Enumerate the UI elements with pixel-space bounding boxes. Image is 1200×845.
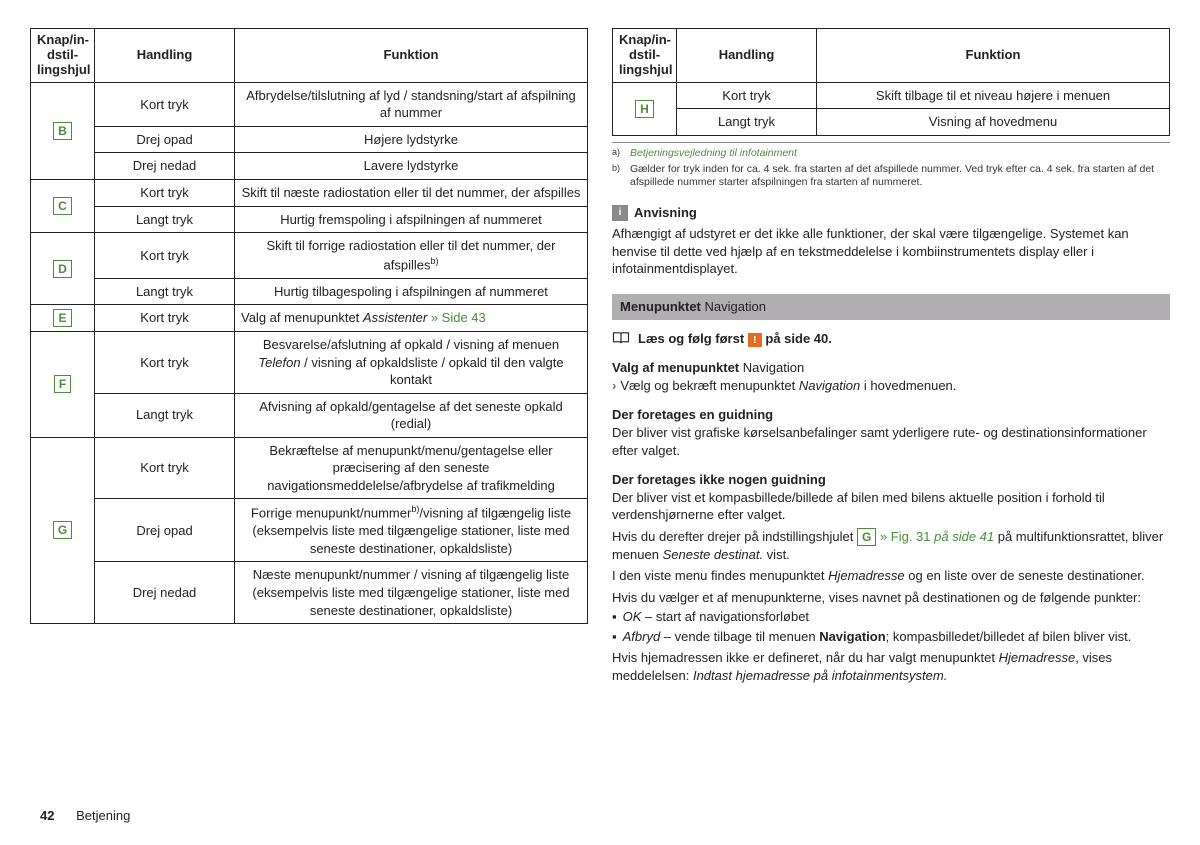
controls-table-left: Knap/in­dstil­lingshjul Handling Funktio… — [30, 28, 588, 624]
choose-para: Hvis du vælger et af menupunkterne, vise… — [612, 589, 1170, 607]
th-function: Funktion — [235, 29, 588, 83]
info-heading: i Anvisning — [612, 204, 1170, 222]
th-key: Knap/in­dstil­lingshjul — [31, 29, 95, 83]
menu-list-para: I den viste menu findes menupunktet Hjem… — [612, 567, 1170, 585]
key-c: C — [53, 197, 72, 215]
read-first: Læs og følg først ! på side 40. — [612, 330, 1170, 348]
home-address-para: Hvis hjemadressen ikke er defineret, når… — [612, 649, 1170, 684]
key-f: F — [54, 375, 71, 393]
arrow-icon: › — [612, 378, 616, 393]
info-icon: i — [612, 205, 628, 221]
list-item: Afbryd – vende tilbage til menuen Naviga… — [612, 628, 1170, 646]
cell-function: Valg af menupunktet Assistenter » Side 4… — [235, 305, 588, 332]
guid-no-body: Der bliver vist et kompasbillede/billede… — [612, 489, 1170, 524]
multi-wheel-para: Hvis du derefter drejer på indstillingsh… — [612, 528, 1170, 564]
guid-yes-body: Der bliver vist grafiske kørselsanbefali… — [612, 424, 1170, 459]
key-d: D — [53, 260, 72, 278]
page-section-label: Betjening — [76, 808, 130, 823]
key-g: G — [53, 521, 72, 539]
warning-icon: ! — [748, 333, 762, 347]
cell-function: Besvarelse/afslutning af opkald / visnin… — [235, 332, 588, 394]
key-e: E — [53, 309, 71, 327]
subhead-guid-yes: Der foretages en guidning — [612, 406, 1170, 424]
footnote-b: Gælder for tryk inden for ca. 4 sek. fra… — [630, 163, 1170, 190]
key-h: H — [635, 100, 654, 118]
th-action: Handling — [95, 29, 235, 83]
book-icon — [612, 331, 630, 345]
cell-function: Skift til forrige radiostation eller til… — [235, 233, 588, 278]
options-list: OK – start af navigationsforløbet Afbryd… — [612, 608, 1170, 645]
section-bar-navigation: Menupunktet Navigation — [612, 294, 1170, 320]
footnote-a: Betjeningsvejledning til infotainment — [630, 147, 797, 161]
valg-body: ›Vælg og bekræft menupunktet Navigation … — [612, 377, 1170, 395]
subhead-guid-no: Der foretages ikke nogen guidning — [612, 471, 1170, 489]
cell-function: Afbrydelse/tilslutning af lyd / standsni… — [235, 82, 588, 126]
info-body: Afhængigt af udstyret er det ikke alle f… — [612, 225, 1170, 278]
key-g-inline: G — [857, 528, 876, 546]
left-column: Knap/in­dstil­lingshjul Handling Funktio… — [30, 28, 588, 685]
controls-table-right: Knap/in­dstil­lingshjul Handling Funktio… — [612, 28, 1170, 136]
page-footer: 42 Betjening — [40, 808, 130, 823]
cell-function: Forrige menupunkt/nummerb)/visning af ti… — [235, 499, 588, 562]
page-number: 42 — [40, 808, 54, 823]
key-b: B — [53, 122, 72, 140]
right-column: Knap/in­dstil­lingshjul Handling Funktio… — [612, 28, 1170, 685]
footnotes: a)Betjeningsvejledning til infotainment … — [612, 142, 1170, 190]
cell-action: Kort tryk — [95, 82, 235, 126]
list-item: OK – start af navigationsforløbet — [612, 608, 1170, 626]
subhead-valg: Valg af menupunktet Navigation — [612, 359, 1170, 377]
